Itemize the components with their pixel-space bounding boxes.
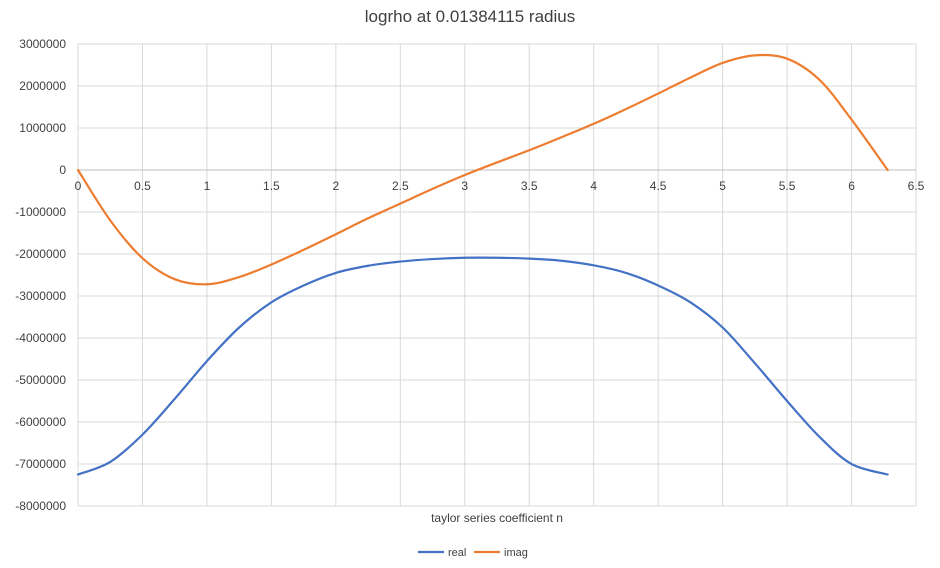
y-tick-label: -7000000 bbox=[15, 457, 66, 471]
x-axis-label: taylor series coefficient n bbox=[431, 511, 563, 525]
y-tick-label: -8000000 bbox=[15, 499, 66, 513]
series-line-real bbox=[76, 256, 889, 476]
y-tick-label: -5000000 bbox=[15, 373, 66, 387]
x-tick-label: 5.5 bbox=[779, 179, 796, 193]
legend-label-imag: imag bbox=[504, 547, 528, 559]
x-tick-label: 0 bbox=[75, 179, 82, 193]
x-axis-ticks: 0 0.5 1 1.5 2 2.5 3 3.5 4 4.5 5 5.5 6 6.5 bbox=[75, 179, 925, 193]
x-tick-label: 0.5 bbox=[134, 179, 151, 193]
y-tick-label: 0 bbox=[59, 163, 66, 177]
x-tick-label: 2.5 bbox=[392, 179, 409, 193]
x-tick-label: 3.5 bbox=[521, 179, 538, 193]
y-tick-label: -6000000 bbox=[15, 415, 66, 429]
legend: real imag bbox=[418, 547, 528, 559]
x-tick-label: 6 bbox=[848, 179, 855, 193]
x-tick-label: 4 bbox=[590, 179, 597, 193]
x-tick-label: 3 bbox=[461, 179, 468, 193]
y-tick-label: 1000000 bbox=[19, 121, 66, 135]
x-tick-label: 1 bbox=[204, 179, 211, 193]
chart-title: logrho at 0.01384115 radius bbox=[365, 7, 575, 26]
grid bbox=[77, 43, 917, 507]
x-tick-label: 6.5 bbox=[908, 179, 925, 193]
x-tick-label: 2 bbox=[333, 179, 340, 193]
x-tick-label: 5 bbox=[719, 179, 726, 193]
y-tick-label: -4000000 bbox=[15, 331, 66, 345]
legend-label-real: real bbox=[448, 547, 466, 559]
y-axis-ticks: 3000000 2000000 1000000 0 -1000000 -2000000 -3… bbox=[15, 37, 66, 513]
x-tick-label: 1.5 bbox=[263, 179, 280, 193]
y-tick-label: 3000000 bbox=[19, 37, 66, 51]
series-lines bbox=[76, 53, 889, 476]
y-tick-label: -2000000 bbox=[15, 247, 66, 261]
series-line-imag bbox=[76, 53, 889, 286]
y-tick-label: -3000000 bbox=[15, 289, 66, 303]
y-tick-label: -1000000 bbox=[15, 205, 66, 219]
y-tick-label: 2000000 bbox=[19, 79, 66, 93]
x-tick-label: 4.5 bbox=[650, 179, 667, 193]
